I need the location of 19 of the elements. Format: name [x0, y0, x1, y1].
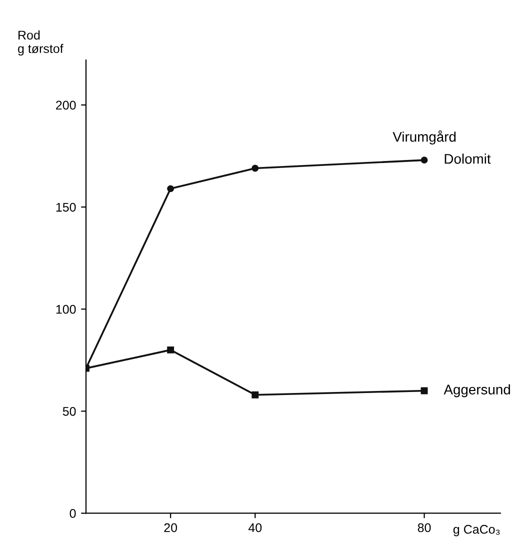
- x-axis-title: g CaCo₃: [453, 524, 500, 536]
- y-tick-label: 100: [56, 304, 76, 314]
- point: [167, 346, 174, 354]
- point: [420, 156, 428, 164]
- y-tick-label: 150: [56, 202, 76, 212]
- series-label: Aggersund: [444, 384, 510, 398]
- y-axis-title: Rod g tørstof: [18, 30, 64, 56]
- x-tick-label: 80: [418, 523, 431, 532]
- point: [167, 185, 174, 192]
- y-tick-label: 200: [56, 100, 76, 110]
- point: [252, 164, 259, 172]
- annotation: Virumgård: [392, 130, 456, 145]
- point: [420, 387, 428, 394]
- x-tick-label: 20: [164, 523, 178, 532]
- y-tick-label: 0: [70, 509, 76, 518]
- series-label: Dolomit: [444, 154, 491, 164]
- y-tick-label: 50: [62, 406, 76, 416]
- x-tick-label: 40: [248, 523, 262, 532]
- point: [252, 391, 259, 398]
